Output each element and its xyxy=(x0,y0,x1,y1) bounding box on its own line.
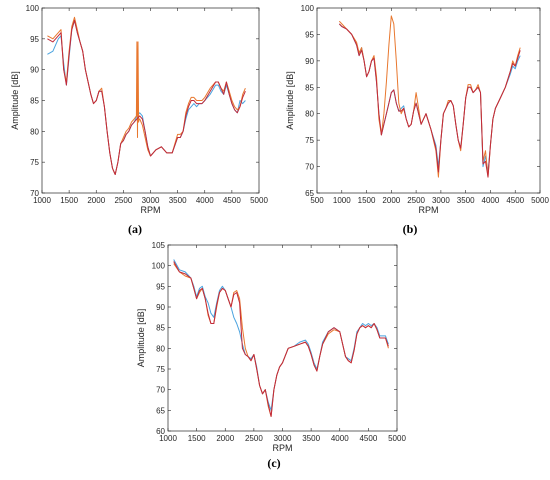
x-tick-label: 1000 xyxy=(333,196,351,205)
x-axis-label: RPM xyxy=(141,205,161,215)
x-tick-label: 2000 xyxy=(87,196,105,205)
plot-area xyxy=(167,244,398,432)
series-line-3 xyxy=(338,23,521,178)
y-tick-label: 80 xyxy=(30,127,39,136)
series-line-3 xyxy=(47,19,246,175)
y-tick-label: 70 xyxy=(305,163,314,172)
y-tick-label: 90 xyxy=(30,66,39,75)
y-tick-label: 85 xyxy=(30,97,39,106)
x-tick-label: 3000 xyxy=(274,434,292,443)
x-tick-label: 1500 xyxy=(358,196,376,205)
y-tick-label: 65 xyxy=(156,406,165,415)
chart-panel-a: 1000 1500 2000 2500 3000 3500 4000 4500 5000 70 75… xyxy=(10,4,268,236)
y-tick-label: 70 xyxy=(30,189,39,198)
y-axis-label: Amplitude [dB] xyxy=(285,71,295,130)
x-tick-label: 5000 xyxy=(531,196,549,205)
x-tick-label: 2000 xyxy=(216,434,234,443)
y-tick-label: 95 xyxy=(305,30,314,39)
x-tick-label: 1500 xyxy=(60,196,78,205)
y-tick-label: 100 xyxy=(301,4,315,13)
y-tick-label: 65 xyxy=(305,189,314,198)
x-tick-label: 4000 xyxy=(196,196,214,205)
x-axis-label: RPM xyxy=(419,205,439,215)
y-tick-label: 90 xyxy=(305,57,314,66)
x-tick-label: 4500 xyxy=(359,434,377,443)
x-tick-label: 4500 xyxy=(223,196,241,205)
y-axis-label: Amplitude [dB] xyxy=(136,309,146,368)
x-tick-label: 3000 xyxy=(142,196,160,205)
x-tick-label: 4000 xyxy=(482,196,500,205)
y-tick-label: 90 xyxy=(156,303,165,312)
x-tick-label: 2000 xyxy=(382,196,400,205)
x-axis-label: RPM xyxy=(273,443,293,453)
panel-label: (c) xyxy=(267,456,280,470)
y-tick-label: 95 xyxy=(30,35,39,44)
x-tick-label: 1000 xyxy=(33,196,51,205)
x-tick-label: 2500 xyxy=(245,434,263,443)
x-tick-label: 2500 xyxy=(114,196,132,205)
plot-area xyxy=(41,7,260,194)
y-tick-label: 85 xyxy=(156,324,165,333)
chart-panel-b: 500 1000 1500 2000 2500 3000 3500 4000 4500 5000 6… xyxy=(285,4,549,236)
y-tick-label: 100 xyxy=(152,262,166,271)
y-tick-label: 75 xyxy=(156,365,165,374)
x-tick-label: 1500 xyxy=(188,434,206,443)
x-tick-label: 3500 xyxy=(302,434,320,443)
x-tick-label: 3500 xyxy=(169,196,187,205)
x-tick-label: 3500 xyxy=(457,196,475,205)
x-tick-label: 2500 xyxy=(407,196,425,205)
x-tick-label: 5000 xyxy=(388,434,406,443)
y-tick-label: 95 xyxy=(156,282,165,291)
panel-label: (b) xyxy=(403,222,418,236)
x-tick-label: 4500 xyxy=(506,196,524,205)
y-tick-label: 80 xyxy=(305,110,314,119)
y-tick-label: 80 xyxy=(156,344,165,353)
y-tick-label: 75 xyxy=(305,136,314,145)
y-tick-label: 60 xyxy=(156,427,165,436)
x-tick-label: 500 xyxy=(310,196,324,205)
y-tick-label: 85 xyxy=(305,83,314,92)
x-tick-label: 3000 xyxy=(432,196,450,205)
panel-label: (a) xyxy=(128,222,142,236)
y-axis-label: Amplitude [dB] xyxy=(10,71,20,130)
x-tick-label: 5000 xyxy=(250,196,268,205)
y-tick-label: 70 xyxy=(156,386,165,395)
plot-area xyxy=(316,7,541,194)
y-tick-label: 75 xyxy=(30,158,39,167)
series-line-3 xyxy=(173,261,389,417)
chart-panel-c: 1000 1500 2000 2500 3000 3500 4000 4500 5000 60 65… xyxy=(136,241,406,470)
x-tick-label: 1000 xyxy=(159,434,177,443)
y-tick-label: 105 xyxy=(152,241,166,250)
x-tick-label: 4000 xyxy=(331,434,349,443)
y-tick-label: 100 xyxy=(26,4,40,13)
